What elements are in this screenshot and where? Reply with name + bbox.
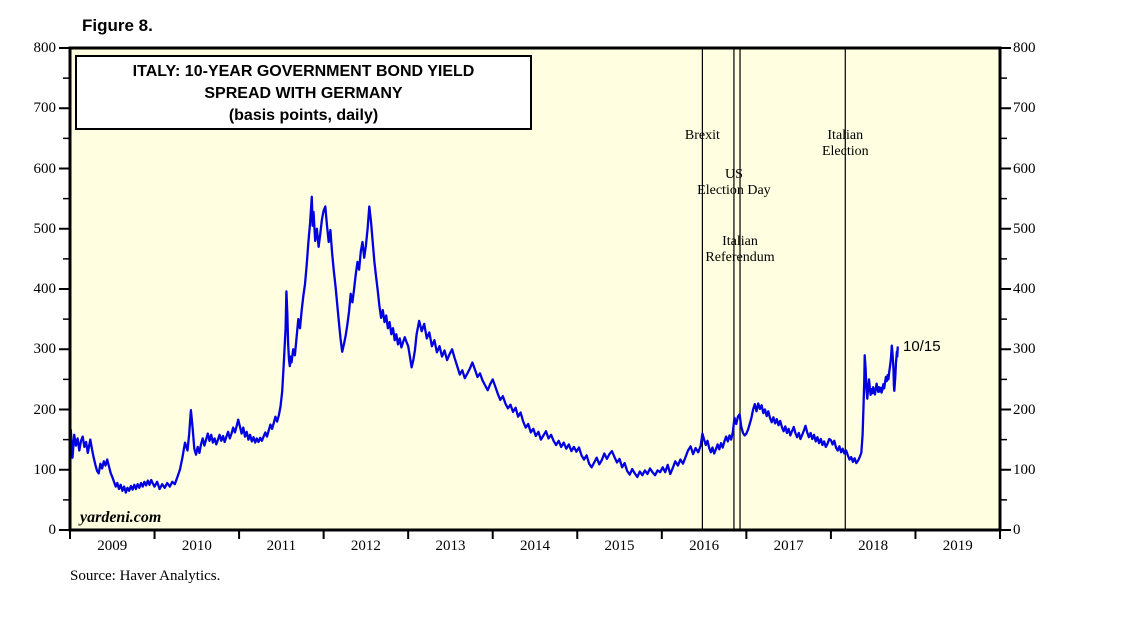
y-tick-label-left: 700 (33, 100, 57, 117)
x-year-label: 2015 (604, 538, 635, 554)
x-year-label: 2010 (181, 538, 212, 554)
event-label-line: Italian (722, 234, 758, 249)
y-tick-label-right: 500 (1013, 220, 1036, 237)
x-year-label: 2009 (97, 538, 128, 554)
x-year-label: 2017 (773, 538, 804, 554)
x-year-label: 2011 (266, 538, 297, 554)
event-label-line: Referendum (705, 249, 775, 265)
source-note: Source: Haver Analytics. (70, 568, 221, 584)
spread-line (68, 195, 899, 494)
x-year-label: 2012 (350, 538, 381, 554)
yardeni-watermark: yardeni.com (80, 509, 162, 526)
y-tick-label-left: 300 (33, 341, 57, 358)
event-label-line: Election (821, 143, 869, 159)
x-year-label: 2016 (689, 538, 720, 554)
y-tick-label-left: 600 (33, 160, 57, 177)
event-label: US Election Day (697, 167, 770, 198)
y-tick-label-right: 300 (1013, 341, 1036, 358)
event-label: Italian Election (822, 128, 869, 159)
chart-title-line-1: ITALY: 10-YEAR GOVERNMENT BOND YIELD (132, 63, 475, 80)
chart-title-line-2: SPREAD WITH GERMANY (204, 85, 403, 102)
y-tick-label-left: 800 (33, 40, 57, 56)
event-label-line: Election Day (697, 182, 771, 198)
x-year-label: 2014 (520, 538, 550, 554)
y-tick-label-left: 500 (33, 220, 57, 237)
event-label-line: Italian (827, 128, 864, 143)
figure-label: Figure 8. (82, 16, 153, 35)
y-tick-label-right: 200 (1013, 401, 1036, 418)
event-label: Italian Referendum (705, 234, 774, 265)
y-tick-label-left: 0 (48, 522, 57, 538)
x-year-label: 2013 (435, 538, 466, 554)
y-tick-label-left: 400 (33, 281, 57, 297)
y-tick-label-right: 400 (1013, 281, 1036, 297)
y-tick-label-right: 800 (1013, 40, 1036, 56)
chart-title-box: ITALY: 10-YEAR GOVERNMENT BOND YIELD SPR… (75, 55, 532, 130)
y-tick-label-right: 0 (1013, 522, 1021, 538)
y-tick-label-left: 100 (33, 461, 57, 478)
chart-title-line-3: (basis points, daily) (228, 107, 379, 124)
event-label: Brexit (685, 128, 720, 144)
x-year-label: 2018 (858, 538, 889, 554)
y-tick-label-right: 700 (1013, 100, 1036, 117)
y-tick-label-right: 100 (1013, 461, 1036, 478)
y-tick-label-left: 200 (33, 401, 57, 418)
event-label-line: Brexit (684, 128, 720, 143)
x-year-label: 2019 (942, 538, 973, 554)
y-tick-label-right: 600 (1013, 160, 1036, 177)
last-point-date-label: 10/15 (903, 338, 941, 355)
event-label-line: US (724, 167, 743, 182)
plot-frame (68, 46, 1002, 532)
